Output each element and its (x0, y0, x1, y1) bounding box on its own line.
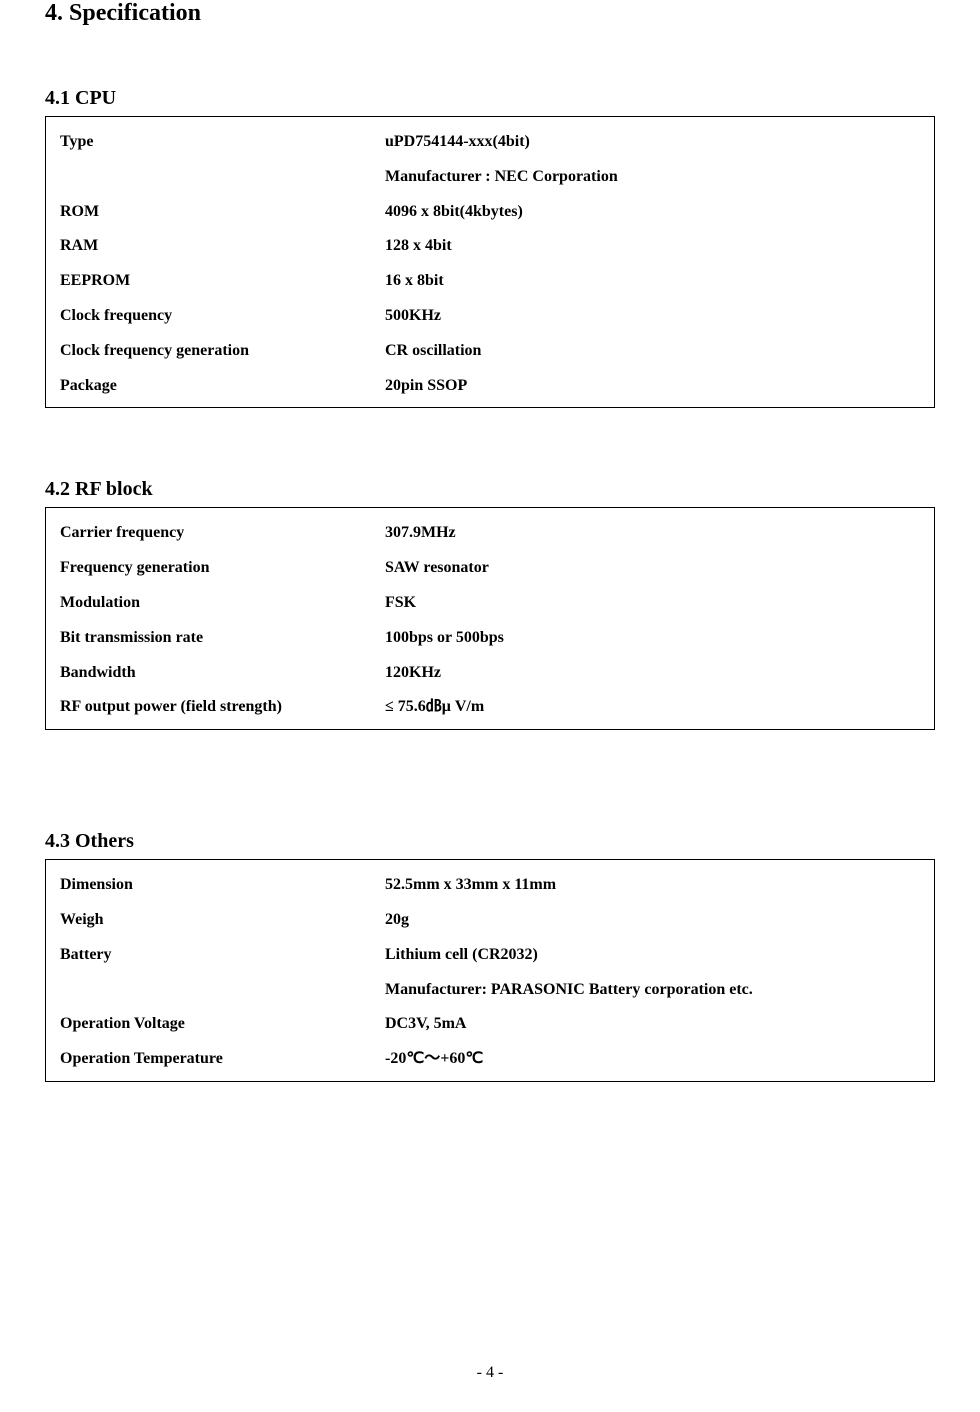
row-value: CR oscillation (381, 341, 934, 362)
page-number: - 4 - (0, 1364, 980, 1382)
row-label: EEPROM (46, 271, 381, 292)
table-row: ROM4096 x 8bit(4kbytes) (46, 195, 934, 230)
table-row: Clock frequency500KHz (46, 299, 934, 334)
row-label: Package (46, 376, 381, 397)
section-heading-cpu: 4.1 CPU (45, 87, 935, 110)
table-row: RF output power (field strength)≤ 75.6㏈μ… (46, 690, 934, 725)
row-value: -20℃～+60℃ (381, 1049, 934, 1070)
row-label: Dimension (46, 875, 381, 896)
row-value: 4096 x 8bit(4kbytes) (381, 202, 934, 223)
table-row: Bandwidth120KHz (46, 656, 934, 691)
table-row: Dimension52.5mm x 33mm x 11mm (46, 868, 934, 903)
row-value: 100bps or 500bps (381, 628, 934, 649)
row-label: Frequency generation (46, 558, 381, 579)
row-value: 500KHz (381, 306, 934, 327)
table-row: TypeuPD754144-xxx(4bit) (46, 125, 934, 160)
section-heading-rf: 4.2 RF block (45, 478, 935, 501)
row-label: Carrier frequency (46, 523, 381, 544)
row-value: Manufacturer : NEC Corporation (381, 167, 934, 188)
table-row: ModulationFSK (46, 586, 934, 621)
table-row: Operation Temperature-20℃～+60℃ (46, 1042, 934, 1077)
row-label: Clock frequency generation (46, 341, 381, 362)
table-row: Carrier frequency307.9MHz (46, 516, 934, 551)
table-row: EEPROM16 x 8bit (46, 264, 934, 299)
table-row: Bit transmission rate100bps or 500bps (46, 621, 934, 656)
row-label: RF output power (field strength) (46, 697, 381, 718)
section-heading-others: 4.3 Others (45, 830, 935, 853)
row-value: Lithium cell (CR2032) (381, 945, 934, 966)
row-label (46, 980, 381, 1001)
table-row: BatteryLithium cell (CR2032) (46, 938, 934, 973)
table-row: Manufacturer : NEC Corporation (46, 160, 934, 195)
row-label: Weigh (46, 910, 381, 931)
row-value: 20g (381, 910, 934, 931)
row-value: 128 x 4bit (381, 236, 934, 257)
table-row: RAM128 x 4bit (46, 229, 934, 264)
row-value: FSK (381, 593, 934, 614)
table-row: Manufacturer: PARASONIC Battery corporat… (46, 973, 934, 1008)
row-label: Type (46, 132, 381, 153)
row-label: Operation Voltage (46, 1014, 381, 1035)
row-value: uPD754144-xxx(4bit) (381, 132, 934, 153)
row-value: 52.5mm x 33mm x 11mm (381, 875, 934, 896)
others-table: Dimension52.5mm x 33mm x 11mm Weigh20g B… (45, 859, 935, 1082)
row-label: ROM (46, 202, 381, 223)
row-value: 120KHz (381, 663, 934, 684)
row-value: Manufacturer: PARASONIC Battery corporat… (381, 980, 934, 1001)
row-value: ≤ 75.6㏈μ V/m (381, 697, 934, 718)
row-label: Modulation (46, 593, 381, 614)
row-label: Bandwidth (46, 663, 381, 684)
table-row: Clock frequency generationCR oscillation (46, 334, 934, 369)
row-label: Bit transmission rate (46, 628, 381, 649)
cpu-table: TypeuPD754144-xxx(4bit) Manufacturer : N… (45, 116, 935, 408)
table-row: Operation VoltageDC3V, 5mA (46, 1007, 934, 1042)
row-value: 307.9MHz (381, 523, 934, 544)
row-value: SAW resonator (381, 558, 934, 579)
row-label: Clock frequency (46, 306, 381, 327)
row-label: RAM (46, 236, 381, 257)
table-row: Package20pin SSOP (46, 369, 934, 404)
rf-table: Carrier frequency307.9MHz Frequency gene… (45, 507, 935, 730)
row-value: 16 x 8bit (381, 271, 934, 292)
row-label: Battery (46, 945, 381, 966)
row-value: DC3V, 5mA (381, 1014, 934, 1035)
row-label (46, 167, 381, 188)
table-row: Weigh20g (46, 903, 934, 938)
page-title: 4. Specification (45, 0, 935, 27)
row-label: Operation Temperature (46, 1049, 381, 1070)
table-row: Frequency generationSAW resonator (46, 551, 934, 586)
row-value: 20pin SSOP (381, 376, 934, 397)
